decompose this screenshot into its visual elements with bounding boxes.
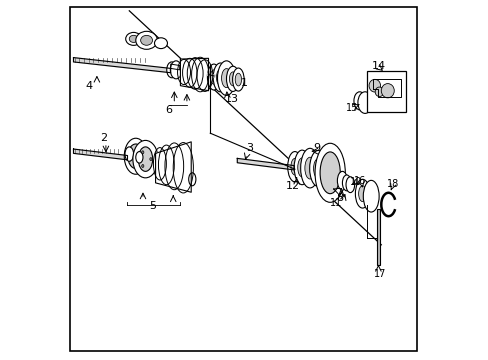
Text: 2: 2: [100, 132, 107, 143]
Text: 8: 8: [335, 193, 343, 203]
Ellipse shape: [300, 148, 319, 188]
Text: 12: 12: [285, 181, 300, 191]
Ellipse shape: [381, 84, 393, 98]
Text: 13: 13: [224, 94, 239, 104]
Ellipse shape: [141, 35, 152, 45]
Ellipse shape: [138, 147, 152, 171]
Ellipse shape: [213, 63, 227, 92]
Ellipse shape: [170, 61, 182, 79]
Ellipse shape: [226, 66, 239, 91]
FancyBboxPatch shape: [376, 209, 380, 265]
Ellipse shape: [314, 143, 345, 202]
Ellipse shape: [374, 87, 383, 96]
Text: 10: 10: [349, 177, 362, 187]
Ellipse shape: [125, 147, 133, 161]
Text: 11: 11: [329, 198, 342, 208]
Ellipse shape: [125, 32, 141, 45]
Text: 5: 5: [149, 201, 156, 211]
FancyBboxPatch shape: [70, 7, 416, 351]
Ellipse shape: [304, 157, 315, 179]
Ellipse shape: [216, 69, 224, 85]
Ellipse shape: [154, 38, 167, 49]
Ellipse shape: [313, 158, 323, 178]
Ellipse shape: [320, 152, 340, 194]
Text: 9: 9: [312, 143, 320, 153]
Text: 7: 7: [335, 188, 342, 198]
Ellipse shape: [127, 144, 143, 168]
Ellipse shape: [217, 61, 235, 95]
Ellipse shape: [210, 70, 217, 84]
Ellipse shape: [358, 186, 366, 202]
Ellipse shape: [129, 35, 138, 42]
Text: 14: 14: [370, 60, 385, 71]
Ellipse shape: [136, 31, 157, 49]
Ellipse shape: [287, 152, 302, 182]
Polygon shape: [155, 142, 191, 192]
Ellipse shape: [221, 69, 231, 87]
Polygon shape: [170, 64, 179, 70]
Text: 18: 18: [386, 179, 399, 189]
Ellipse shape: [188, 173, 196, 186]
Text: 1: 1: [241, 78, 247, 88]
Ellipse shape: [124, 138, 147, 174]
Ellipse shape: [309, 150, 326, 186]
Ellipse shape: [346, 177, 354, 193]
Text: 15: 15: [346, 103, 358, 113]
Text: 6: 6: [165, 105, 172, 115]
Ellipse shape: [232, 68, 244, 91]
Polygon shape: [180, 58, 208, 91]
Ellipse shape: [363, 180, 378, 212]
Ellipse shape: [368, 79, 380, 92]
Text: 17: 17: [373, 269, 385, 279]
Ellipse shape: [357, 92, 371, 113]
Polygon shape: [73, 58, 170, 73]
Ellipse shape: [142, 165, 143, 167]
Ellipse shape: [149, 158, 152, 161]
Ellipse shape: [235, 73, 241, 86]
Ellipse shape: [342, 175, 350, 191]
Ellipse shape: [142, 151, 143, 154]
Text: 4: 4: [85, 81, 92, 91]
Ellipse shape: [136, 152, 142, 163]
Ellipse shape: [353, 92, 365, 110]
Ellipse shape: [166, 62, 177, 78]
Text: 16: 16: [353, 176, 365, 186]
Ellipse shape: [229, 72, 236, 86]
Ellipse shape: [294, 150, 309, 185]
Ellipse shape: [297, 158, 306, 177]
Ellipse shape: [337, 171, 347, 190]
FancyBboxPatch shape: [366, 71, 405, 112]
Ellipse shape: [207, 64, 220, 90]
Ellipse shape: [133, 140, 158, 178]
Polygon shape: [73, 149, 127, 160]
Polygon shape: [237, 158, 294, 170]
Ellipse shape: [355, 179, 369, 208]
Text: 3: 3: [246, 143, 253, 153]
Ellipse shape: [290, 158, 298, 175]
